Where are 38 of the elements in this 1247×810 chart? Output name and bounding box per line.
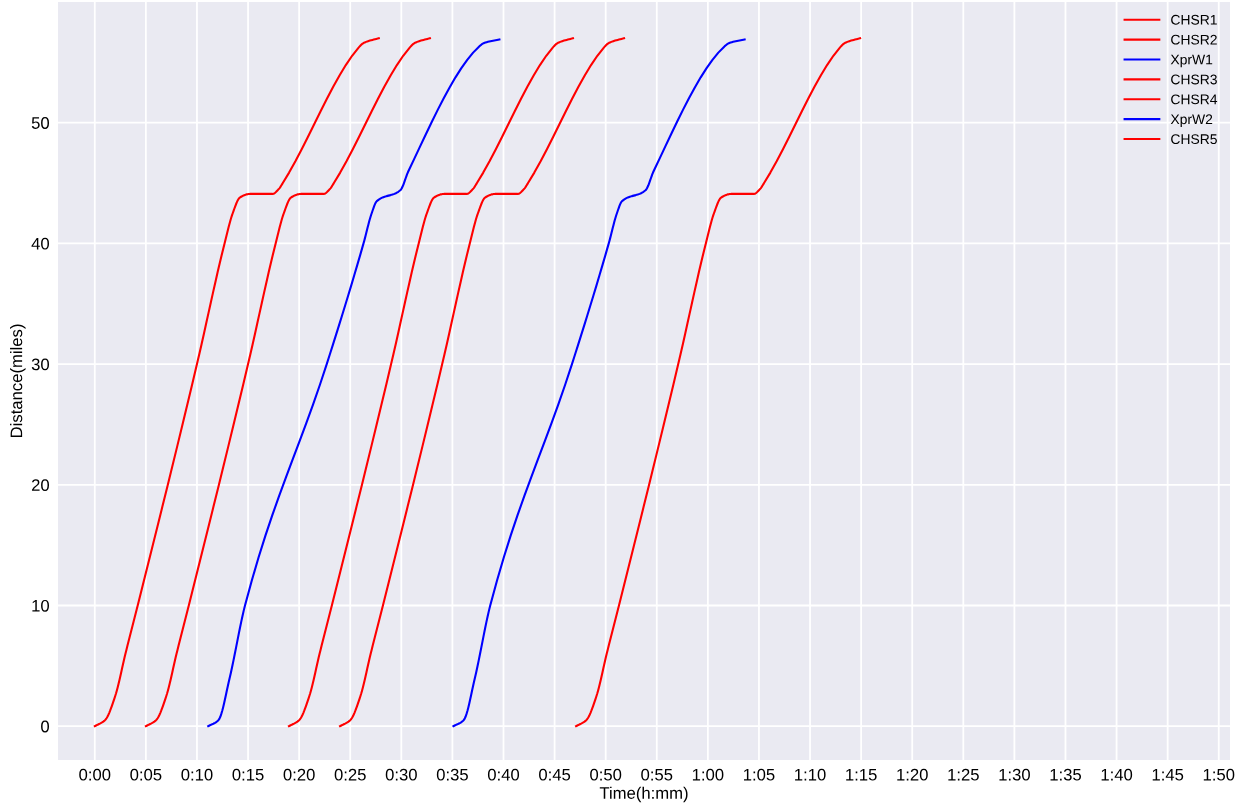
x-tick-label: 0:10 [181,768,213,781]
x-tick-label: 0:15 [232,768,264,781]
legend-label: CHSR5 [1171,134,1217,145]
legend-label: XprW1 [1170,54,1213,68]
x-tick-label: 1:25 [948,768,979,781]
y-axis-title: Distance(miles) [10,324,26,438]
x-tick-label: 1:30 [999,768,1030,781]
y-tick-label: 10 [32,599,50,612]
legend-label: CHSR4 [1171,94,1218,105]
x-tick-label: 0:40 [487,768,520,781]
x-axis-title: Time(h:mm) [599,786,688,803]
x-tick-label: 1:20 [897,768,928,781]
legend-label: CHSR3 [1171,74,1217,85]
y-tick-label: 0 [41,720,50,733]
x-tick-label: 0:05 [130,768,162,781]
y-tick-label: 20 [31,479,50,492]
x-tick-label: 0:30 [385,768,417,781]
x-tick-label: 1:15 [846,768,877,781]
legend-label: CHSR2 [1171,34,1217,45]
x-tick-label: 1:10 [795,768,826,781]
x-tick-label: 0:35 [436,768,468,781]
x-tick-label: 1:35 [1050,768,1082,781]
x-tick-label: 1:45 [1152,768,1184,781]
x-tick-label: 1:00 [692,768,724,781]
x-tick-label: 1:40 [1101,768,1133,781]
x-tick-label: 1:50 [1203,768,1235,781]
legend-label: CHSR1 [1171,14,1217,25]
x-tick-label: 0:50 [590,768,622,781]
x-tick-label: 1:05 [744,768,775,781]
x-tick-label: 0:45 [539,768,571,781]
y-tick-label: 50 [31,117,50,129]
x-tick-label: 0:55 [641,768,673,781]
legend-label: XprW2 [1170,114,1213,127]
y-tick-label: 30 [31,358,50,371]
x-tick-label: 0:00 [79,768,111,781]
x-tick-label: 0:20 [283,768,315,781]
x-tick-label: 0:25 [334,768,366,781]
y-tick-label: 40 [31,237,50,250]
